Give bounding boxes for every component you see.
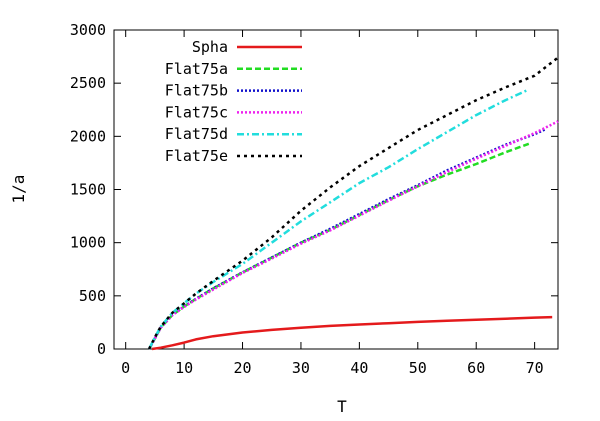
y-tick-label: 2500 [70, 74, 106, 92]
series-line-flat75a [148, 142, 530, 350]
legend-label: Flat75a [165, 60, 228, 78]
series-line-flat75d [147, 88, 530, 350]
y-tick-label: 500 [79, 287, 106, 305]
legend-label: Flat75e [165, 147, 228, 165]
x-axis: 0 10 20 30 40 50 60 70 [121, 30, 544, 377]
legend: Spha Flat75a Flat75b Flat75c Flat75d Flat75e [165, 38, 302, 165]
y-tick-label: 0 [97, 340, 106, 358]
series-line-flat75e [147, 56, 559, 350]
x-tick-label: 70 [526, 359, 544, 377]
y-tick-label: 3000 [70, 21, 106, 39]
x-tick-label: 30 [292, 359, 310, 377]
x-tick-label: 10 [175, 359, 193, 377]
legend-label: Flat75b [165, 82, 228, 100]
legend-label: Flat75d [165, 125, 228, 143]
legend-label: Flat75c [165, 103, 228, 121]
y-tick-label: 1000 [70, 234, 106, 252]
x-axis-label: T [337, 397, 347, 416]
y-axis: 0 500 1000 1500 2000 2500 3000 [70, 21, 558, 358]
series-line-flat75c [148, 120, 559, 350]
x-tick-label: 20 [233, 359, 251, 377]
plot-border [113, 29, 559, 350]
x-tick-label: 0 [121, 359, 130, 377]
x-tick-label: 50 [409, 359, 427, 377]
plot-frame [113, 29, 559, 350]
y-axis-label: 1/a [9, 175, 28, 204]
x-tick-label: 60 [467, 359, 485, 377]
y-tick-label: 2000 [70, 127, 106, 145]
y-tick-label: 1500 [70, 181, 106, 199]
series-layer [147, 56, 559, 351]
x-tick-label: 40 [350, 359, 368, 377]
series-line-spha [151, 315, 553, 351]
legend-label: Spha [192, 38, 228, 56]
